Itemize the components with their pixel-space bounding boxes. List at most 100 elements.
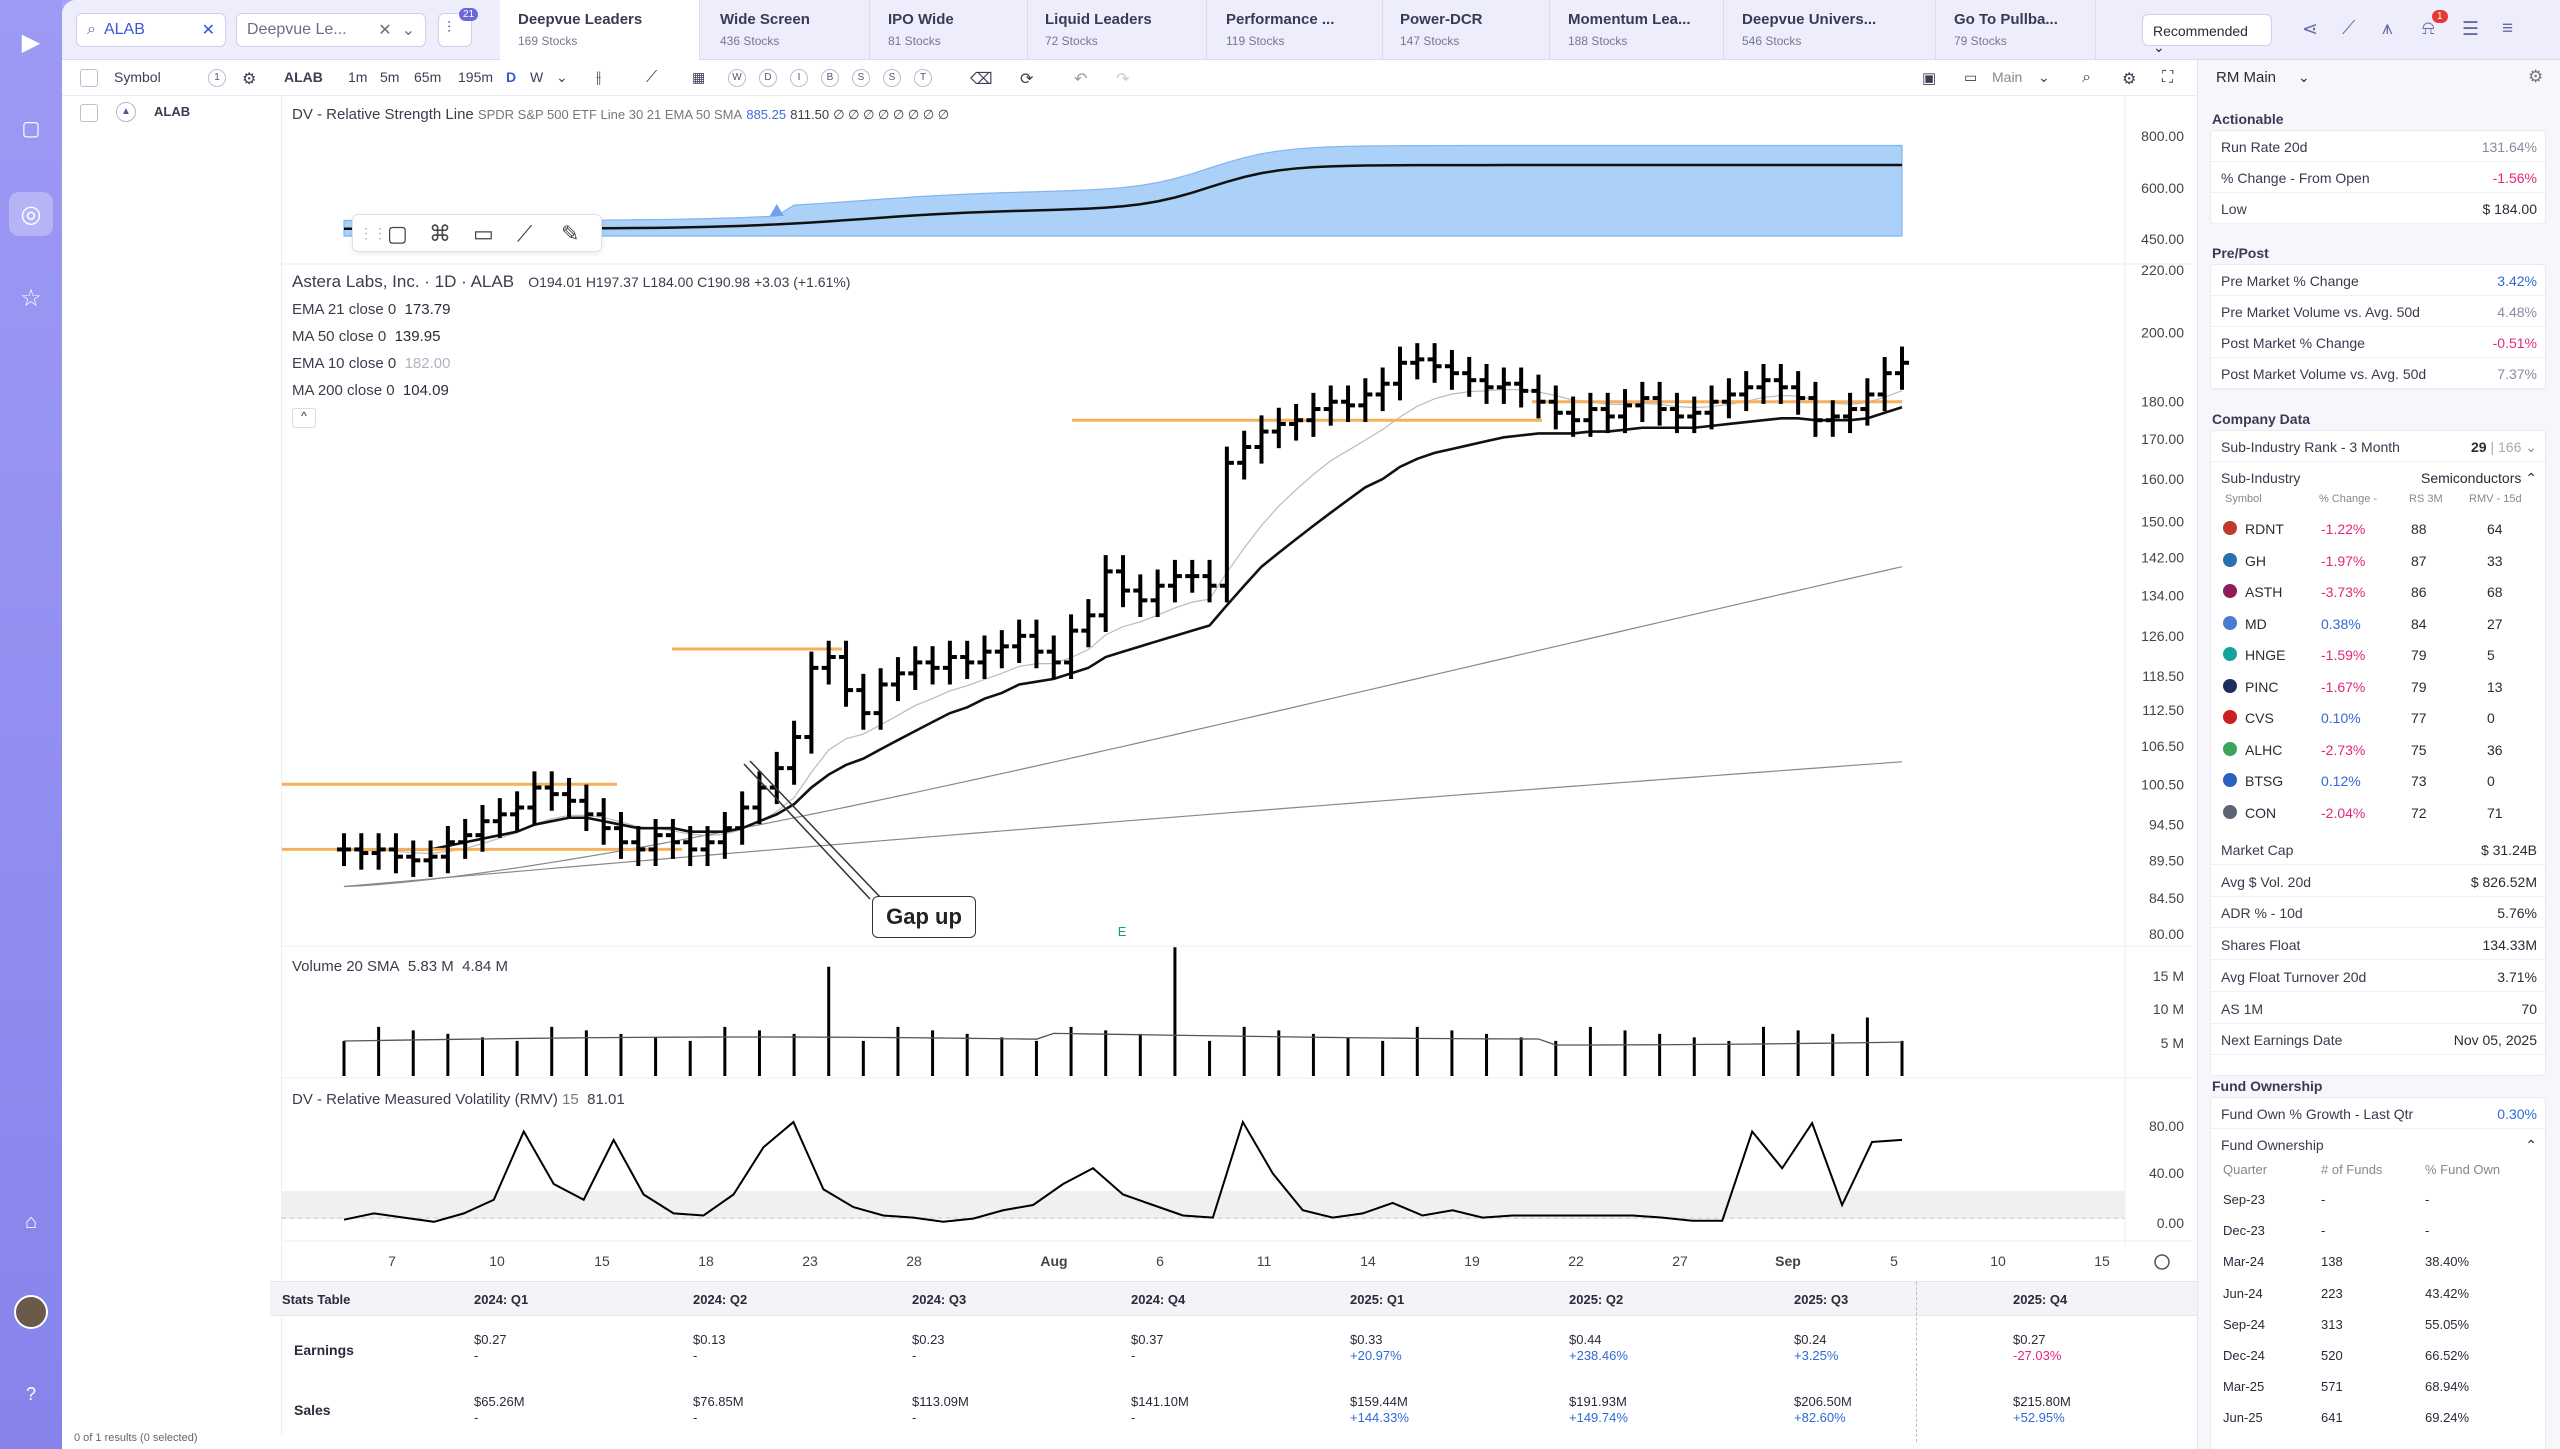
grid-icon[interactable]: ▦ — [692, 69, 706, 85]
settings-icon[interactable]: ⚙ — [242, 71, 257, 88]
price-chart[interactable]: 800.00600.00450.00220.00200.00180.00170.… — [282, 96, 2197, 1276]
tab-3[interactable]: Liquid Leaders 72 Stocks — [1027, 0, 1207, 60]
chart-settings-icon[interactable]: ⚙ — [2122, 71, 2137, 88]
peer-row[interactable]: BTSG 0.12% 73 0 — [2211, 765, 2547, 796]
rank-row[interactable]: Sub-Industry Rank - 3 Month 29 | 166 ⌄ — [2211, 431, 2547, 462]
gap-up-annotation[interactable]: Gap up — [872, 896, 976, 938]
peer-row[interactable]: PINC -1.67% 79 13 — [2211, 671, 2547, 702]
metric-row[interactable]: Avg Float Turnover 20d 3.71% — [2211, 961, 2547, 992]
layout-name[interactable]: Main — [1992, 69, 2023, 85]
symbol-search[interactable]: ⌕ ALAB ✕ — [76, 13, 226, 47]
tab-0[interactable]: Deepvue Leaders 169 Stocks — [500, 0, 700, 60]
interval-w[interactable]: W — [530, 69, 544, 85]
select-all-checkbox[interactable] — [80, 69, 98, 87]
peer-row[interactable]: HNGE -1.59% 79 5 — [2211, 639, 2547, 670]
fullscreen-icon[interactable]: ⛶ — [2162, 69, 2174, 86]
metric-row[interactable]: Shares Float 134.33M — [2211, 929, 2547, 961]
zoom-icon[interactable]: ⌕ — [2082, 69, 2091, 86]
menu-icon[interactable]: ≡ — [2502, 18, 2514, 39]
folder-icon[interactable]: ▭ — [1964, 69, 1978, 85]
bell-icon[interactable]: ⍾ — [2422, 18, 2435, 39]
undo-icon[interactable]: ↶ — [1074, 71, 1088, 88]
help-icon[interactable]: ? — [25, 1383, 36, 1404]
close-icon[interactable]: ✕ — [378, 22, 392, 39]
watchlist-icon[interactable]: ▢ — [21, 117, 41, 140]
list-icon[interactable]: ☰ — [2462, 19, 2480, 40]
collapse-legend-button[interactable]: ^ — [292, 408, 316, 428]
peer-row[interactable]: CON -2.04% 72 71 — [2211, 797, 2547, 828]
symbol-column-header[interactable]: Symbol — [114, 69, 161, 85]
sidebar-settings-icon[interactable]: ⚙ — [2528, 67, 2544, 86]
filter-button[interactable]: ⫶ 21 — [438, 8, 479, 47]
drag-handle-icon[interactable]: ⋮⋮ — [359, 225, 387, 241]
indicator-icon[interactable]: ⫲ — [596, 69, 602, 86]
eraser-icon[interactable]: ⌫ — [970, 71, 993, 88]
tab-4[interactable]: Performance ... 119 Stocks — [1208, 0, 1383, 60]
metric-row[interactable]: Avg $ Vol. 20d $ 826.52M — [2211, 866, 2547, 897]
tab-2[interactable]: IPO Wide 81 Stocks — [870, 0, 1028, 60]
metric-row[interactable]: Run Rate 20d 131.64% — [2211, 131, 2547, 162]
period-b[interactable]: B — [821, 69, 839, 87]
chevron-down-icon[interactable]: ⌄ — [401, 22, 415, 39]
clear-icon[interactable]: ✕ — [201, 22, 215, 39]
period-s1[interactable]: S — [852, 69, 870, 87]
interval-65m[interactable]: 65m — [414, 69, 442, 85]
watchlist-select[interactable]: Deepvue Le... ✕ ⌄ — [236, 13, 426, 47]
period-t[interactable]: T — [914, 69, 932, 87]
toolbar-ticker[interactable]: ALAB — [284, 69, 323, 85]
fund-growth-row[interactable]: Fund Own % Growth - Last Qtr 0.30% — [2211, 1098, 2547, 1129]
metric-row[interactable]: Low $ 184.00 — [2211, 193, 2547, 224]
interval-5m[interactable]: 5m — [380, 69, 400, 85]
tab-5[interactable]: Power-DCR 147 Stocks — [1382, 0, 1550, 60]
charts-icon[interactable]: ◎ — [9, 192, 53, 236]
watchlist-row[interactable]: ▲ ALAB — [62, 96, 282, 128]
metric-row[interactable]: Pre Market % Change 3.42% — [2211, 265, 2547, 296]
rectangle-tool-icon[interactable]: ▢ — [387, 221, 408, 246]
subindustry-row[interactable]: Sub-Industry Semiconductors ⌃ — [2211, 462, 2547, 493]
redo-icon[interactable]: ↷ — [1116, 71, 1130, 88]
interval-1m[interactable]: 1m — [348, 69, 368, 85]
sort-select[interactable]: Recommended ⌄ — [2142, 14, 2272, 55]
peer-row[interactable]: GH -1.97% 87 33 — [2211, 545, 2547, 576]
chevron-down-icon[interactable]: ⌄ — [2038, 69, 2050, 85]
chevron-down-icon[interactable]: ⌄ — [2298, 69, 2310, 85]
metric-row[interactable]: Market Cap $ 31.24B — [2211, 834, 2547, 865]
refresh-icon[interactable]: ⟳ — [1020, 71, 1034, 88]
metric-row[interactable]: ADR % - 10d 5.76% — [2211, 897, 2547, 929]
logo-icon[interactable]: ▶ — [21, 28, 41, 56]
search-input[interactable]: ALAB — [103, 21, 145, 38]
tab-6[interactable]: Momentum Lea... 188 Stocks — [1550, 0, 1724, 60]
metric-row[interactable]: Post Market % Change -0.51% — [2211, 327, 2547, 358]
peer-row[interactable]: RDNT -1.22% 88 64 — [2211, 513, 2547, 544]
tab-8[interactable]: Go To Pullba... 79 Stocks — [1936, 0, 2096, 60]
peer-row[interactable]: MD 0.38% 84 27 — [2211, 608, 2547, 639]
interval-d[interactable]: D — [506, 69, 517, 85]
peer-row[interactable]: CVS 0.10% 77 0 — [2211, 702, 2547, 733]
line-tool-icon[interactable]: ⟋ — [517, 221, 533, 246]
metric-row[interactable]: Pre Market Volume vs. Avg. 50d 4.48% — [2211, 296, 2547, 327]
fib-tool-icon[interactable]: ⌘ — [429, 221, 451, 246]
scan-icon[interactable]: ⩚ — [2382, 18, 2393, 39]
tab-1[interactable]: Wide Screen 436 Stocks — [702, 0, 870, 60]
period-d[interactable]: D — [759, 69, 777, 87]
metric-row[interactable]: Next Earnings Date Nov 05, 2025 — [2211, 1024, 2547, 1056]
metric-row[interactable]: % Change - From Open -1.56% — [2211, 162, 2547, 193]
education-icon[interactable]: ⌂ — [24, 1210, 38, 1233]
brush-tool-icon[interactable]: ✎ — [561, 221, 580, 246]
fund-ownership-toggle[interactable]: Fund Ownership ⌃ — [2211, 1129, 2547, 1160]
metric-row[interactable]: Post Market Volume vs. Avg. 50d 7.37% — [2211, 358, 2547, 389]
peer-row[interactable]: ALHC -2.73% 75 36 — [2211, 734, 2547, 765]
period-s2[interactable]: S — [883, 69, 901, 87]
share-icon[interactable]: ⋖ — [2302, 19, 2318, 40]
star-icon[interactable]: ☆ — [20, 284, 42, 312]
period-i[interactable]: I — [790, 69, 808, 87]
chart-area[interactable]: 800.00 600.00 450.00 220.00 200.00 180.00 170.… — [282, 96, 2197, 1276]
period-w[interactable]: W — [728, 69, 746, 87]
sidebar-title[interactable]: RM Main — [2216, 69, 2277, 86]
avatar[interactable] — [9, 1290, 53, 1334]
layout-icon[interactable]: ▣ — [1922, 70, 1937, 87]
interval-195m[interactable]: 195m — [458, 69, 494, 85]
note-tool-icon[interactable]: ▭ — [473, 221, 494, 246]
chart-type-icon[interactable]: ⟋ — [2342, 18, 2356, 39]
chart-style-icon[interactable]: ⟋ — [646, 69, 658, 86]
